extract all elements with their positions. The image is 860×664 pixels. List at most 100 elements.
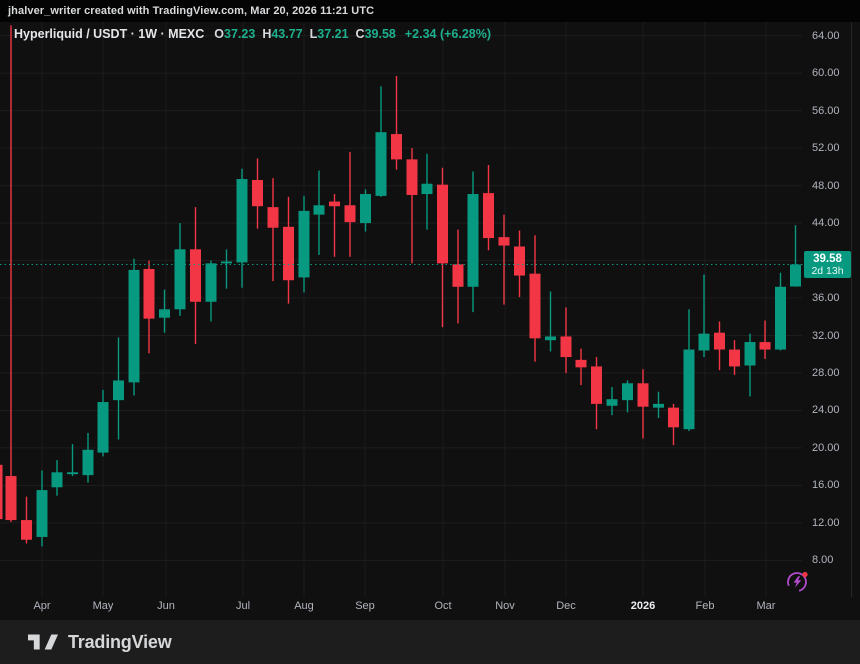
price-tick-label: 20.00 [812, 441, 840, 454]
price-tick-label: 56.00 [812, 104, 840, 117]
candle-body [775, 286, 786, 350]
candle-body [637, 383, 649, 407]
legend-open: O37.23 [214, 27, 256, 41]
current-price-value: 39.58 [813, 253, 842, 266]
candle-body [82, 449, 94, 476]
time-tick-month: Feb [695, 600, 715, 612]
tradingview-brand[interactable]: TradingView [68, 631, 172, 652]
candle-body [714, 332, 725, 350]
candle-body [221, 261, 232, 264]
candle-body [205, 263, 217, 302]
candle-body [252, 179, 263, 207]
time-tick-month: May [92, 600, 114, 612]
candle-body [67, 472, 78, 475]
candle-body [21, 520, 32, 540]
candle-body [0, 464, 3, 520]
candle-body [406, 159, 418, 195]
candle-body [143, 268, 155, 319]
candle-body [298, 210, 310, 278]
lightning-icon [787, 571, 808, 592]
candle-body [421, 183, 433, 195]
price-tick-label: 8.00 [812, 554, 834, 567]
candle-body [360, 194, 371, 224]
symbol-title: Hyperliquid / USDT · 1W · MEXC [14, 27, 205, 41]
candle-body [467, 194, 479, 287]
price-tick-label: 48.00 [812, 179, 840, 192]
candle-body [622, 383, 633, 401]
time-tick-month: Mar [756, 600, 776, 612]
time-tick-year: 2026 [630, 600, 656, 612]
candle-body [483, 193, 494, 239]
candle-body [313, 205, 325, 215]
attribution-bar: jhalver_writer created with TradingView.… [0, 0, 860, 22]
notification-dot [802, 571, 808, 578]
candle-body [283, 226, 294, 281]
legend-change: +2.34 (+6.28%) [404, 27, 492, 41]
candle-body [174, 249, 186, 310]
time-tick-month: Oct [434, 600, 452, 612]
price-tick-label: 52.00 [812, 142, 840, 155]
candle-body [391, 134, 402, 160]
candle-body [113, 380, 124, 401]
candle-body [545, 336, 556, 341]
candle-body [698, 333, 710, 351]
candle-body [744, 342, 756, 366]
candle-body [329, 201, 340, 207]
legend-low: L37.21 [309, 27, 349, 41]
attribution-text: jhalver_writer created with TradingView.… [8, 5, 375, 17]
price-tick-label: 36.00 [812, 292, 840, 305]
candlestick-chart[interactable] [0, 0, 860, 618]
candle-body [344, 205, 356, 223]
candle-body [159, 309, 170, 318]
candle-body [591, 366, 602, 404]
candle-body [759, 342, 771, 350]
tradingview-logo-icon[interactable] [28, 634, 58, 650]
symbol-legend[interactable]: Hyperliquid / USDT · 1W · MEXC O37.23 H4… [14, 27, 491, 41]
price-tick-label: 32.00 [812, 329, 840, 342]
price-tick-label: 60.00 [812, 67, 840, 80]
candle-body [375, 132, 387, 196]
time-tick-month: Jun [157, 600, 175, 612]
price-axis[interactable]: 64.0060.0056.0052.0048.0044.0040.0036.00… [790, 22, 860, 597]
candle-body [498, 237, 510, 246]
candle-body [437, 184, 448, 264]
boost-button[interactable] [785, 568, 811, 594]
price-tick-label: 64.00 [812, 29, 840, 42]
legend-high: H43.77 [262, 27, 303, 41]
candle-body [51, 472, 63, 488]
candle-body [128, 269, 140, 383]
candle-body [267, 207, 279, 228]
price-tick-label: 24.00 [812, 404, 840, 417]
candle-body [653, 403, 664, 408]
time-tick-month: Aug [294, 600, 314, 612]
price-tick-label: 28.00 [812, 366, 840, 379]
candle-body [729, 349, 740, 367]
candle-body [97, 402, 109, 453]
bar-countdown: 2d 13h [811, 265, 844, 278]
candle-body [190, 249, 201, 302]
candle-body [683, 349, 695, 430]
current-price-label: 39.58 2d 13h [804, 251, 851, 279]
candle-body [236, 179, 248, 263]
time-axis[interactable]: Apr May Jun Jul Aug Sep Oct Nov Dec 2026 Feb Mar [0, 596, 790, 618]
candle-body [529, 273, 541, 339]
candle-body [575, 359, 587, 368]
candle-body [560, 336, 572, 358]
time-tick-month: Nov [495, 600, 515, 612]
legend-close: C39.58 [355, 27, 396, 41]
price-tick-label: 44.00 [812, 217, 840, 230]
price-tick-label: 16.00 [812, 479, 840, 492]
time-tick-month: Dec [556, 600, 576, 612]
footer-bar: TradingView [0, 620, 860, 664]
candle-body [36, 490, 48, 537]
time-tick-month: Apr [33, 600, 51, 612]
candle-body [452, 264, 464, 287]
candle-body [790, 264, 801, 287]
candle-body [514, 246, 525, 276]
time-tick-month: Sep [355, 600, 375, 612]
price-tick-label: 12.00 [812, 516, 840, 529]
candle-body [5, 476, 17, 521]
time-tick-month: Jul [235, 600, 251, 612]
candle-body [668, 407, 679, 428]
